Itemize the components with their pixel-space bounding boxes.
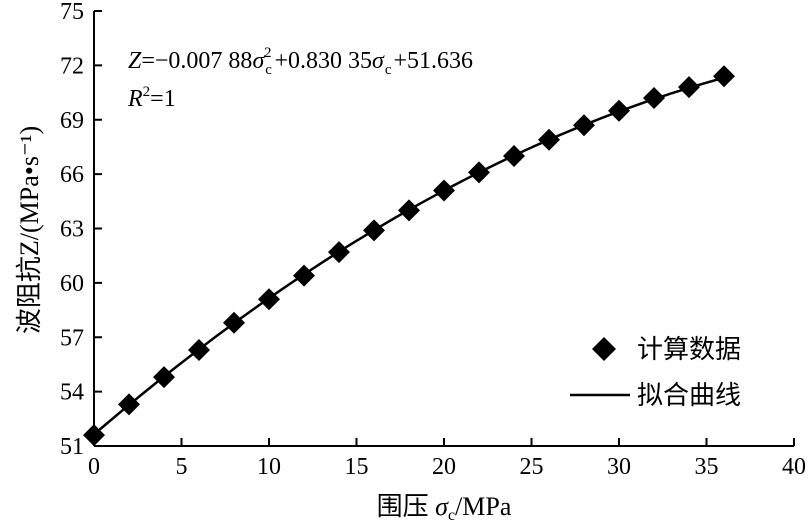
y-tick-label: 66 [60,162,84,188]
data-point [223,311,245,334]
data-point [363,219,385,242]
legend: 计算数据 拟合曲线 [570,335,741,410]
data-point [608,99,630,122]
y-tick-label: 57 [60,325,84,351]
data-point [643,87,665,109]
data-point [153,366,175,389]
data-point [293,264,315,287]
legend-label-fit: 拟合曲线 [637,381,741,410]
axes [93,10,795,447]
data-point [83,424,105,447]
data-point [678,76,700,99]
y-tick-label: 75 [60,0,84,25]
data-point [538,128,560,151]
x-tick-label: 25 [520,454,544,480]
data-points-layer [83,65,735,447]
data-point [468,161,490,184]
data-point [503,145,525,167]
data-point [573,114,595,137]
x-tick-label: 30 [607,454,631,480]
fit-curve-line [93,76,725,436]
x-tick-label: 15 [345,454,369,480]
data-point [118,393,140,416]
x-tick-label: 5 [176,454,188,480]
fit-equation: Z=−0.007 88σc2 +0.830 35σc+51.636 [128,45,473,78]
x-tick-label: 35 [695,454,719,480]
y-tick-label: 51 [60,434,84,460]
data-point [398,199,420,222]
tick-labels: 0 5 10 15 20 25 30 35 40 51 54 57 60 63 66 69 72 75 [60,0,806,480]
x-tick-label: 0 [88,454,100,480]
y-tick-label: 54 [60,380,84,406]
y-axis-title: 波阻抗Z/(MPa•s⁻¹) [15,126,44,334]
y-tick-label: 72 [60,53,84,79]
data-point [713,65,735,88]
x-tick-label: 10 [257,454,281,480]
y-tick-label: 60 [60,271,84,297]
legend-marker-diamond [592,337,616,361]
fit-curve-layer [93,76,725,436]
x-tick-label: 20 [432,454,456,480]
y-tick-label: 63 [60,217,84,243]
legend-label-data: 计算数据 [637,335,741,364]
r-squared: R2=1 [127,84,176,112]
data-point [258,288,280,311]
y-tick-label: 69 [60,108,84,134]
data-point [433,179,455,202]
data-point [328,241,350,264]
x-axis-title: 围压 σc/MPa [377,492,512,524]
data-point [188,338,210,361]
x-tick-label: 40 [782,454,806,480]
